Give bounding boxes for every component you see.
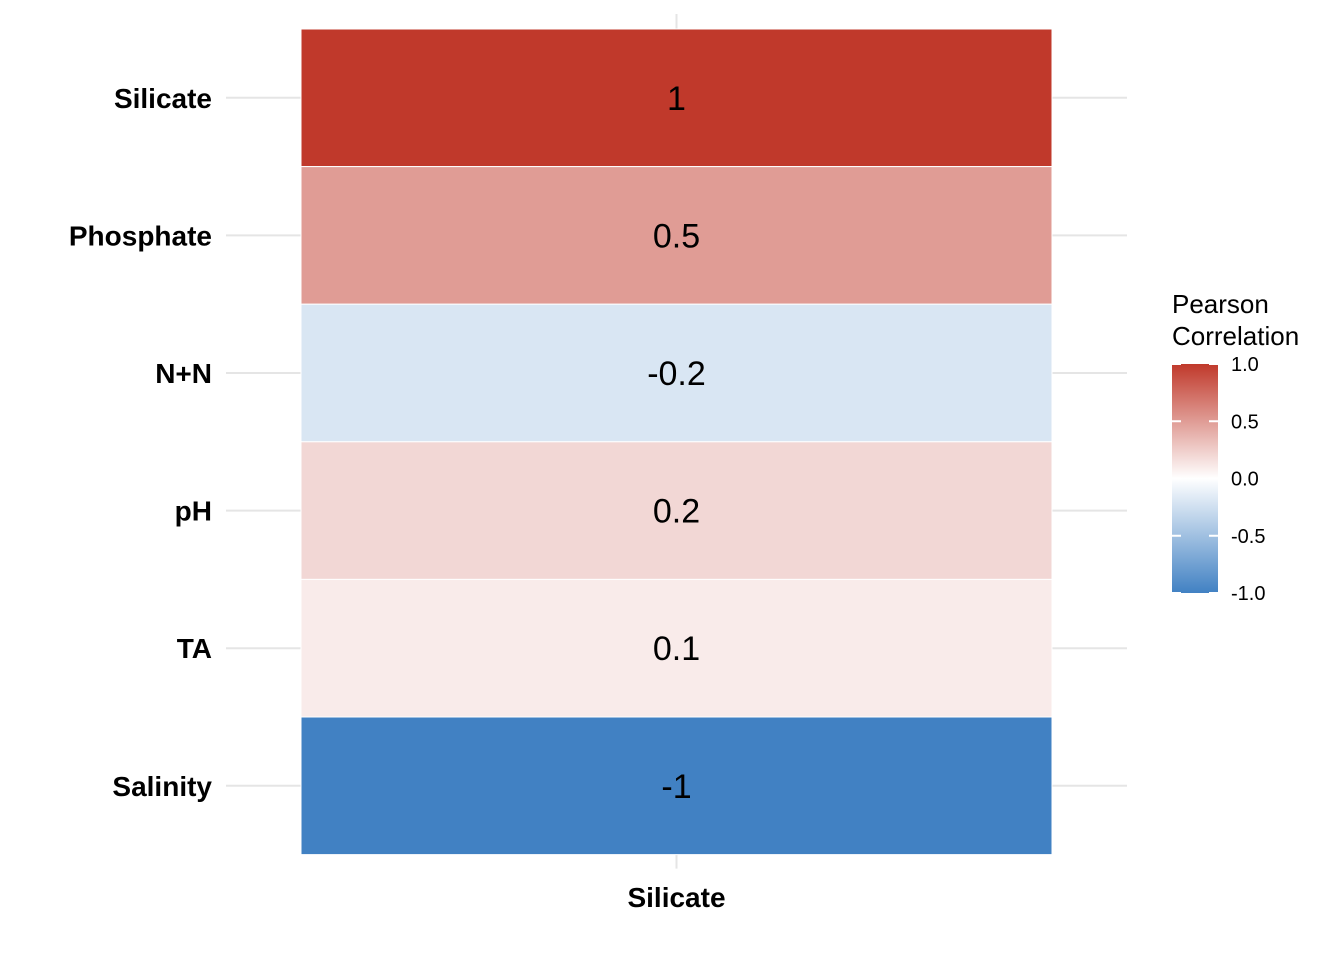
cell-value-label: 0.5 — [653, 217, 700, 255]
x-axis-tick-labels: Silicate — [627, 882, 725, 913]
heatmap-cell — [300, 303, 1053, 443]
heatmap-cell — [300, 166, 1053, 305]
cell-value-label: -0.2 — [647, 355, 706, 393]
legend-tick-label: -0.5 — [1231, 526, 1265, 548]
heatmap-cell — [300, 441, 1053, 580]
y-axis-tick-labels: Silicate Phosphate N+N pH TA Salinity — [69, 83, 213, 802]
y-tick-label: Silicate — [114, 83, 212, 114]
cell-value-label: -1 — [661, 768, 691, 806]
x-tick-label: Silicate — [627, 882, 725, 913]
cell-value-label: 1 — [667, 80, 686, 118]
heatmap-cell — [300, 716, 1053, 856]
legend-title-line1: Pearson — [1172, 289, 1269, 319]
legend: Pearson Correlation 1.0 0.5 0.0 -0.5 -1.0 — [1172, 289, 1299, 605]
legend-tick-label: 0.5 — [1231, 411, 1259, 433]
legend-title-line2: Correlation — [1172, 321, 1299, 351]
cell-value-label: 0.1 — [653, 630, 700, 668]
y-tick-label: TA — [177, 633, 212, 664]
legend-tick-label: -1.0 — [1231, 583, 1265, 605]
legend-tick-label: 1.0 — [1231, 354, 1259, 376]
legend-ticks: 1.0 0.5 0.0 -0.5 -1.0 — [1172, 354, 1265, 605]
cell-value-label: 0.2 — [653, 493, 700, 531]
y-tick-label: N+N — [155, 358, 212, 389]
heatmap-cells — [300, 28, 1053, 856]
cell-value-labels: 1 0.5 -0.2 0.2 0.1 -1 — [647, 80, 706, 806]
y-tick-label: Phosphate — [69, 220, 212, 251]
y-tick-label: Salinity — [112, 771, 212, 802]
heatmap-cell — [300, 578, 1053, 718]
legend-tick-label: 0.0 — [1231, 469, 1259, 491]
y-tick-label: pH — [175, 496, 212, 527]
